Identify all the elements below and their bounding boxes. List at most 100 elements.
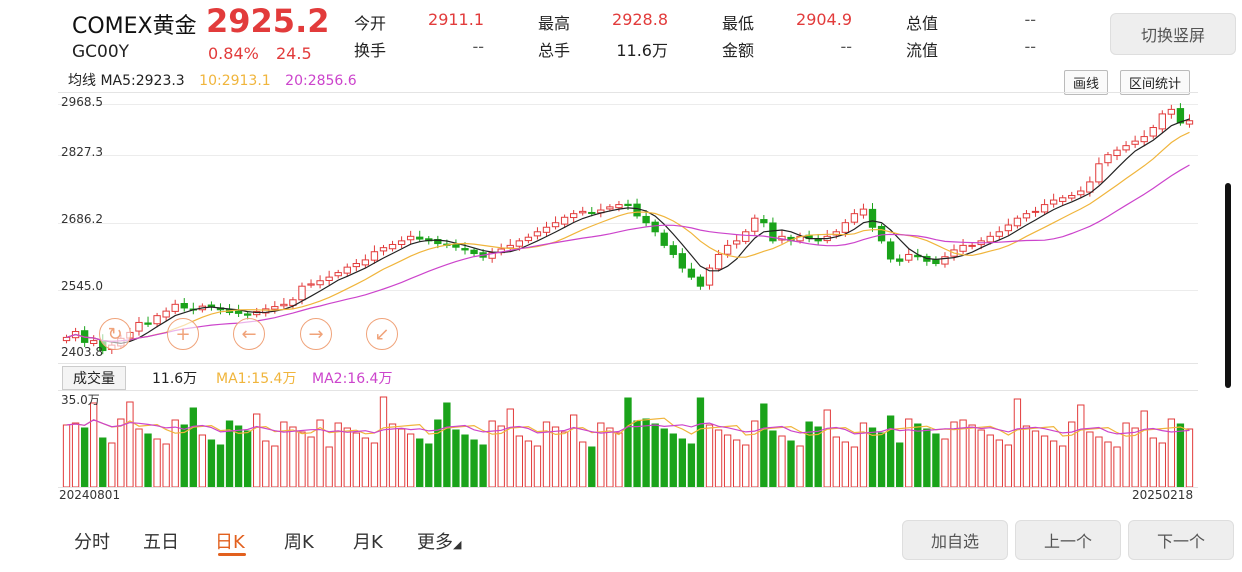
reset-icon[interactable]: ↻ — [99, 318, 131, 350]
volume-bar — [877, 432, 886, 488]
candle — [1131, 135, 1139, 148]
volume-bar — [787, 440, 795, 488]
volume-svg[interactable] — [58, 391, 1198, 488]
volume-indicator-button[interactable]: 成交量 — [62, 366, 126, 390]
volume-chart[interactable] — [58, 390, 1198, 488]
volume-bar — [579, 441, 587, 488]
candle — [370, 245, 379, 264]
candle — [660, 229, 668, 249]
volume-bar — [325, 446, 333, 488]
volume-bar — [705, 424, 714, 488]
volume-bar — [406, 433, 415, 488]
kline-svg[interactable] — [58, 93, 1198, 363]
volume-bar — [135, 428, 143, 488]
volume-bar — [533, 445, 542, 488]
arrow-left-icon[interactable]: ← — [233, 318, 265, 350]
ma10-line — [66, 131, 1190, 342]
ma20-label: 20:2856.6 — [285, 73, 357, 89]
volume-bar — [1095, 436, 1103, 488]
stat-value: -- — [1024, 37, 1036, 56]
tab-monthly-k[interactable]: 月K — [353, 532, 383, 553]
candle — [896, 254, 904, 266]
volume-bar — [1077, 404, 1085, 488]
candle — [1031, 206, 1040, 217]
tab-weekly-k[interactable]: 周K — [284, 532, 314, 553]
volume-bar — [678, 438, 687, 488]
candle — [859, 203, 868, 219]
volume-bar — [1049, 440, 1058, 488]
volume-bar — [425, 443, 433, 488]
volume-bar — [950, 421, 958, 488]
stat-value: -- — [472, 37, 484, 56]
volume-bar — [886, 415, 895, 488]
candle — [705, 264, 714, 290]
candle — [868, 203, 877, 232]
tab-daily-k[interactable]: 日K — [215, 532, 245, 553]
candle — [397, 236, 406, 249]
volume-bar — [723, 434, 732, 488]
shrink-icon[interactable]: ↙ — [366, 318, 398, 350]
volume-bar — [914, 423, 922, 488]
price-axis-label: 2403.8 — [61, 345, 103, 359]
candle — [542, 221, 551, 237]
range-stats-button[interactable]: 区间统计 — [1120, 70, 1191, 95]
volume-bar — [977, 429, 985, 488]
candle — [153, 312, 161, 328]
tab-five-day[interactable]: 五日 — [143, 532, 179, 553]
add-watchlist-button[interactable]: 加自选 — [902, 520, 1008, 560]
candle — [1068, 191, 1076, 201]
ma10-label: 10:2913.1 — [199, 73, 271, 89]
candle — [470, 247, 478, 257]
ma20-line — [66, 164, 1190, 342]
candle — [597, 203, 605, 218]
volume-bar — [307, 436, 315, 488]
candle — [325, 270, 333, 286]
volume-bar — [334, 422, 342, 488]
volume-bar — [207, 439, 216, 488]
candle — [805, 230, 813, 243]
volume-bar — [289, 426, 297, 488]
candle — [551, 216, 560, 230]
vertical-scrollbar[interactable] — [1225, 183, 1231, 388]
volume-bar — [959, 419, 967, 488]
volume-bar — [850, 446, 859, 488]
candle — [280, 297, 288, 309]
volume-bar — [1022, 425, 1031, 488]
candlestick-chart[interactable] — [58, 92, 1198, 364]
stat-label: 换手 — [354, 41, 387, 60]
candle — [388, 240, 397, 252]
candle — [144, 316, 152, 327]
volume-bar — [923, 428, 931, 488]
candle — [162, 307, 170, 322]
candle — [877, 223, 886, 244]
plus-icon[interactable]: + — [167, 318, 199, 350]
volume-bar — [80, 427, 89, 488]
volume-axis-max: 35.0万 — [61, 393, 100, 407]
stat-label: 总值 — [906, 14, 939, 33]
volume-bar — [1140, 410, 1148, 488]
volume-bar — [298, 431, 306, 488]
volume-bar — [153, 438, 161, 488]
tab-more[interactable]: 更多◢ — [417, 528, 461, 554]
volume-bar — [1158, 442, 1166, 488]
previous-button[interactable]: 上一个 — [1015, 520, 1121, 560]
volume-bar — [1031, 430, 1040, 488]
candle — [452, 239, 460, 251]
candle — [823, 229, 831, 244]
tab-intraday[interactable]: 分时 — [74, 532, 110, 553]
arrow-right-icon[interactable]: → — [300, 318, 332, 350]
next-button[interactable]: 下一个 — [1128, 520, 1234, 560]
volume-bar — [760, 403, 768, 488]
draw-line-button[interactable]: 画线 — [1064, 70, 1109, 95]
candle — [1013, 215, 1022, 229]
candle — [1095, 157, 1103, 185]
tab-more-label: 更多 — [417, 532, 453, 553]
candle — [1149, 124, 1157, 139]
volume-bar — [117, 418, 125, 488]
candle — [995, 226, 1003, 240]
toggle-portrait-button[interactable]: 切换竖屏 — [1110, 13, 1236, 55]
volume-bar — [352, 432, 360, 488]
change-percent: 0.84% — [208, 44, 259, 63]
volume-bar — [769, 430, 777, 488]
volume-bar — [1149, 437, 1157, 488]
